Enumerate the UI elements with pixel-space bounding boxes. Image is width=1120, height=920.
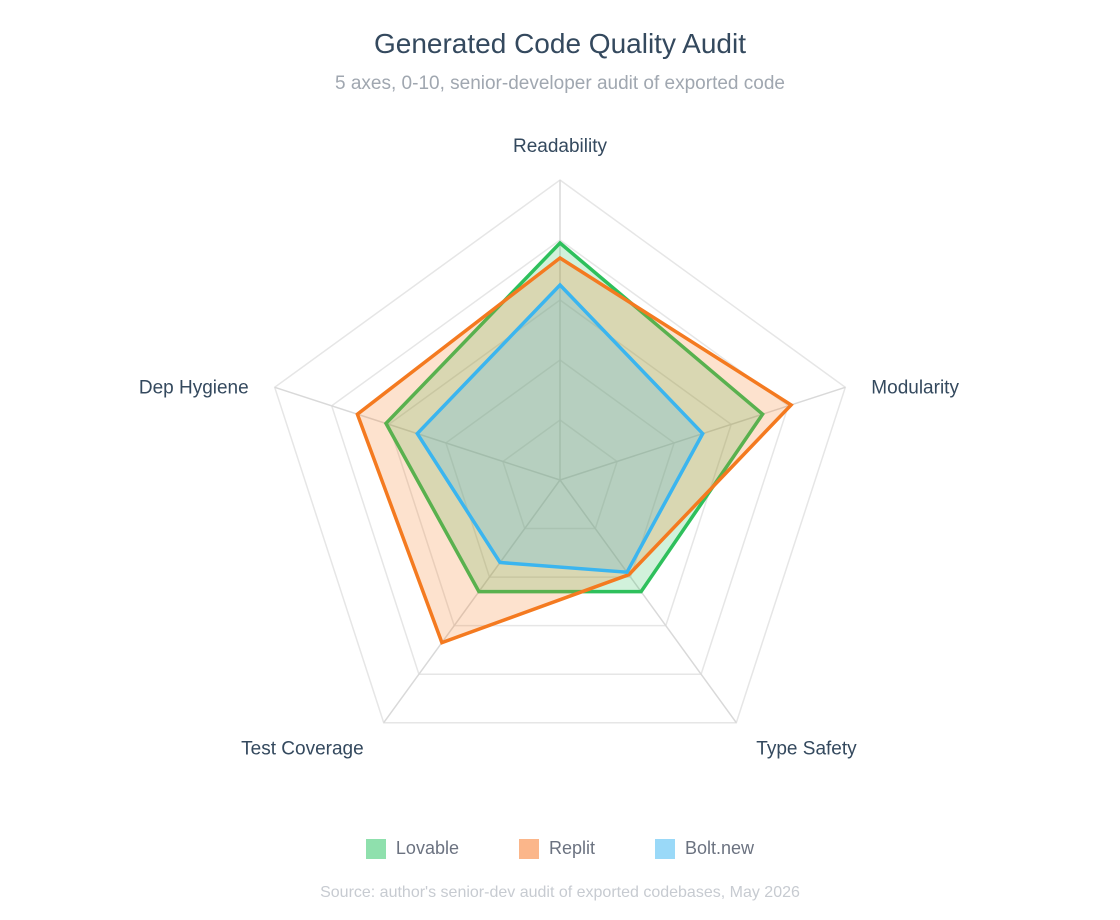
legend-label: Bolt.new — [685, 838, 755, 858]
grid-ring — [387, 299, 733, 627]
series-replit-area — [355, 255, 794, 645]
legend-label: Replit — [548, 838, 596, 858]
axis-label-type-safety: Type Safety — [756, 739, 857, 760]
axis-label-dep-hygiene: Dep Hygiene — [139, 377, 249, 398]
chart-subtitle: 5 axes, 0-10, senior-developer audit of … — [335, 73, 785, 94]
axis-label-readability: Readability — [513, 136, 607, 157]
legend-label: Lovable — [395, 838, 459, 858]
series-bolt-new-area — [415, 282, 705, 575]
legend-swatch — [655, 838, 676, 859]
axis-label-test-coverage: Test Coverage — [241, 739, 364, 760]
legend-item-lovable: Lovable — [365, 838, 459, 859]
legend: Lovable Replit Bolt.new — [0, 838, 1120, 859]
legend-item-replit: Replit — [518, 838, 596, 859]
axis-spoke — [383, 479, 561, 724]
axis-label-modularity: Modularity — [871, 377, 959, 398]
legend-swatch — [365, 838, 386, 859]
grid-ring — [445, 359, 675, 578]
source-note: Source: author's senior-dev audit of exp… — [320, 884, 800, 901]
chart-title: Generated Code Quality Audit — [373, 28, 746, 59]
axis-spoke — [559, 479, 737, 724]
legend-swatch — [518, 838, 539, 859]
grid-ring — [273, 179, 847, 724]
series-lovable-area — [383, 240, 765, 594]
grid-ring — [502, 419, 618, 530]
legend-item-bolt-new: Bolt.new — [655, 838, 754, 859]
